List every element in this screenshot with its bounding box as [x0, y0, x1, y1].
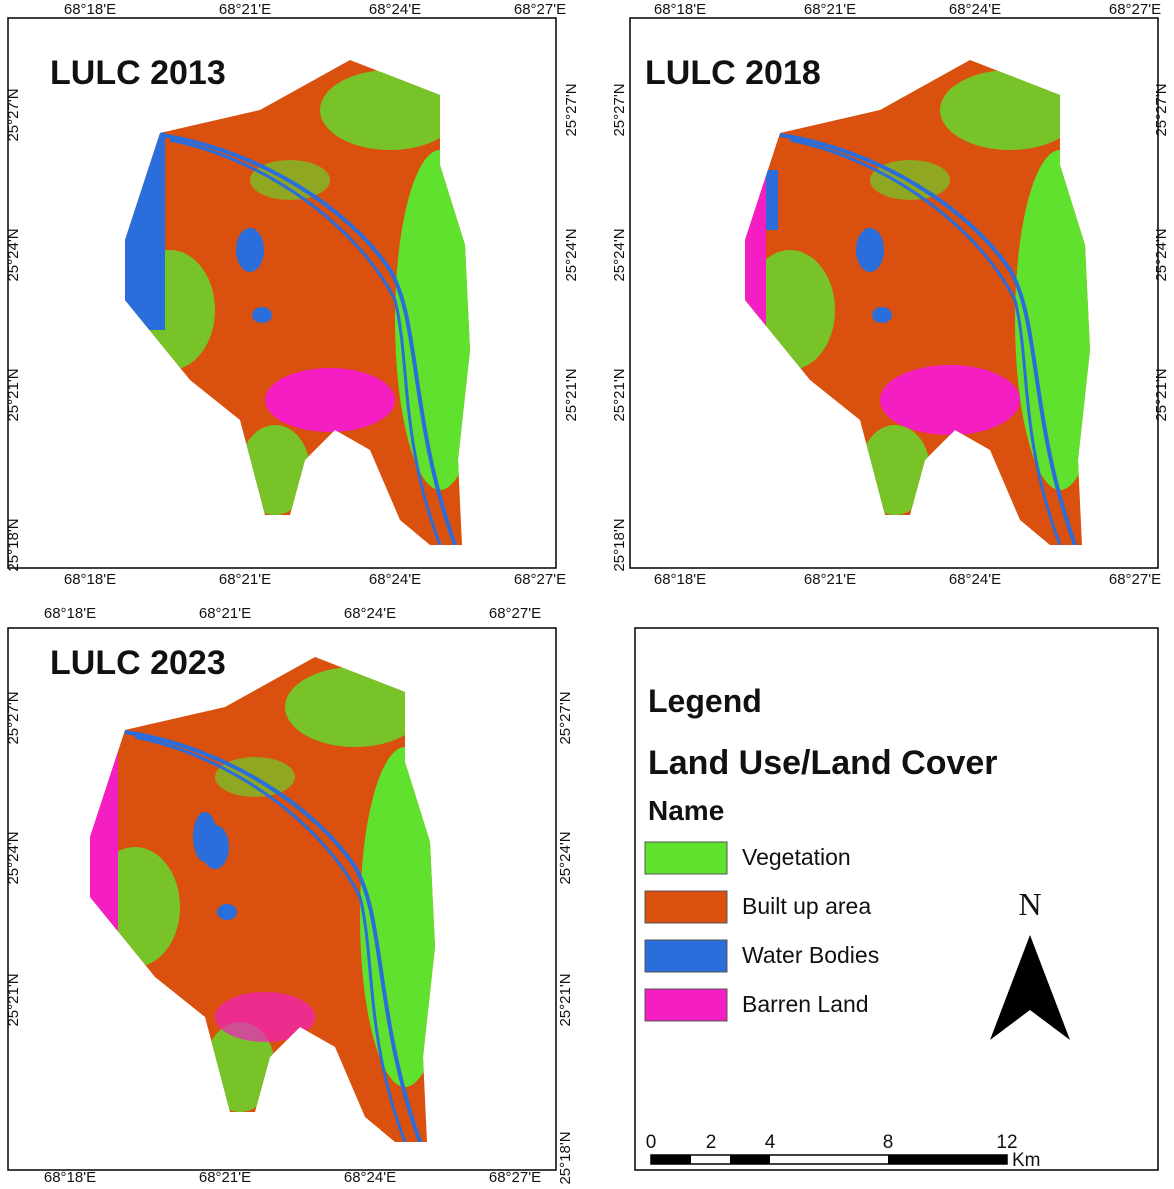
lon-label: 68°24'E	[369, 1, 421, 18]
lon-label: 68°27'E	[489, 605, 541, 622]
legend-items: Vegetation Built up area Water Bodies Barre…	[645, 842, 879, 1021]
lat-label: 25°27'N	[611, 83, 628, 136]
lat-label: 25°21'N	[557, 973, 574, 1026]
legend-swatch	[645, 842, 727, 874]
lon-label: 68°18'E	[654, 1, 706, 18]
lon-label: 68°21'E	[804, 571, 856, 588]
lat-label: 25°24'N	[5, 831, 22, 884]
lat-label: 25°27'N	[5, 691, 22, 744]
lat-label: 25°24'N	[5, 228, 22, 281]
legend-swatch	[645, 891, 727, 923]
scale-label: 2	[706, 1132, 717, 1153]
scale-label: 4	[765, 1132, 776, 1153]
lat-label: 25°27'N	[1153, 83, 1170, 136]
lon-label: 68°21'E	[199, 605, 251, 622]
legend-subtitle: Land Use/Land Cover	[648, 744, 998, 782]
panel-title: LULC 2013	[50, 54, 226, 92]
lat-label: 25°21'N	[5, 368, 22, 421]
lon-label: 68°18'E	[654, 571, 706, 588]
scale-bar	[651, 1155, 1007, 1164]
lon-label: 68°27'E	[1109, 571, 1161, 588]
north-label: N	[1018, 886, 1041, 922]
lat-label: 25°24'N	[563, 228, 580, 281]
lat-label: 25°21'N	[611, 368, 628, 421]
lon-label: 68°24'E	[369, 571, 421, 588]
lat-label: 25°27'N	[557, 691, 574, 744]
lon-label: 68°18'E	[64, 571, 116, 588]
legend-swatch	[645, 989, 727, 1021]
lat-label: 25°27'N	[563, 83, 580, 136]
legend-label: Water Bodies	[742, 942, 879, 968]
lon-label: 68°18'E	[44, 605, 96, 622]
lat-label: 25°27'N	[5, 88, 22, 141]
lon-label: 68°18'E	[64, 1, 116, 18]
lat-label: 25°21'N	[563, 368, 580, 421]
map	[65, 647, 465, 1167]
legend-header: Name	[648, 795, 724, 826]
scale-label: 8	[883, 1132, 894, 1153]
lon-label: 68°24'E	[344, 1169, 396, 1184]
scale-unit: Km	[1012, 1150, 1041, 1171]
lon-label: 68°21'E	[199, 1169, 251, 1184]
lon-label: 68°21'E	[219, 1, 271, 18]
lat-label: 25°18'N	[611, 518, 628, 571]
lon-label: 68°24'E	[949, 1, 1001, 18]
lat-label: 25°18'N	[5, 518, 22, 571]
lat-label: 25°24'N	[1153, 228, 1170, 281]
lon-label: 68°27'E	[1109, 1, 1161, 18]
lon-label: 68°24'E	[344, 605, 396, 622]
lat-label: 25°18'N	[557, 1131, 574, 1184]
lon-label: 68°21'E	[804, 1, 856, 18]
legend-label: Barren Land	[742, 991, 869, 1017]
legend-title: Legend	[648, 683, 762, 719]
figure: Legend Land Use/Land Cover Name Vegetati…	[0, 0, 1174, 1184]
map	[100, 50, 500, 570]
lon-label: 68°27'E	[489, 1169, 541, 1184]
scale-label: 0	[646, 1132, 657, 1153]
legend-swatch	[645, 940, 727, 972]
lat-label: 25°21'N	[1153, 368, 1170, 421]
lat-label: 25°21'N	[5, 973, 22, 1026]
lat-label: 25°24'N	[557, 831, 574, 884]
map	[720, 50, 1120, 570]
lon-label: 68°21'E	[219, 571, 271, 588]
lat-label: 25°24'N	[611, 228, 628, 281]
lon-label: 68°27'E	[514, 571, 566, 588]
panel-title: LULC 2023	[50, 644, 226, 682]
north-arrow	[990, 935, 1070, 1040]
lon-label: 68°27'E	[514, 1, 566, 18]
legend-label: Built up area	[742, 893, 871, 919]
lon-label: 68°18'E	[44, 1169, 96, 1184]
panel-title: LULC 2018	[645, 54, 821, 92]
lon-label: 68°24'E	[949, 571, 1001, 588]
legend-label: Vegetation	[742, 844, 851, 870]
